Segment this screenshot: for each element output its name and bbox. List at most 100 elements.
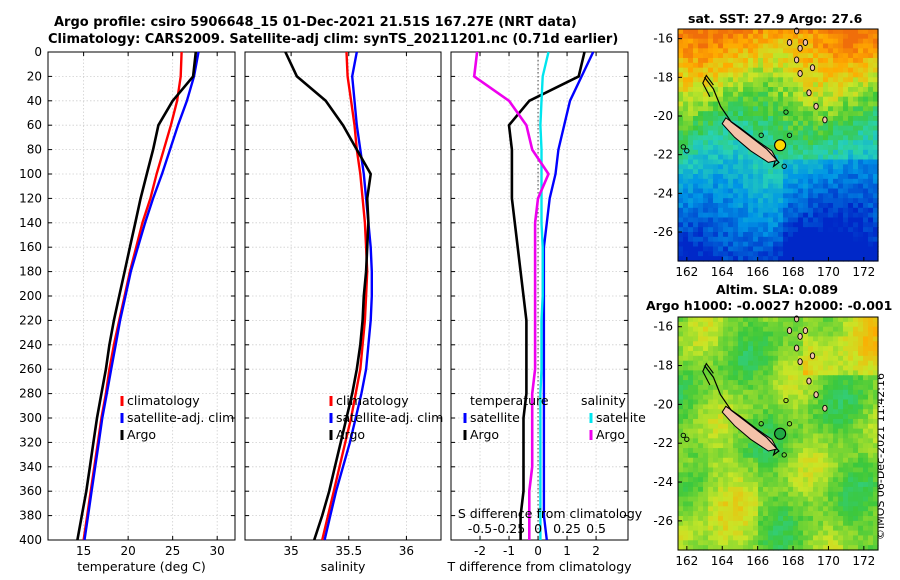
sst_map-ytick-label: -26 <box>653 225 673 239</box>
sla_map-reef <box>786 421 793 427</box>
sla_map-small-island <box>793 344 800 352</box>
sla_map-reef-outline <box>704 365 780 457</box>
sla_map-island <box>721 405 778 452</box>
sla_map-frame <box>677 316 879 551</box>
depth-tick-label: 380 <box>19 509 42 523</box>
sla_map-argo-marker <box>774 427 787 440</box>
differences-xtick-label: 2 <box>592 544 600 558</box>
sla_map-ytick-label: -24 <box>653 475 673 489</box>
sst_map-small-island <box>786 39 793 46</box>
depth-tick-label: 320 <box>19 435 42 449</box>
sst_map-reef <box>680 144 686 150</box>
depth-tick-label: 60 <box>27 118 42 132</box>
salinity-legend-label: Argo <box>336 427 365 442</box>
temperature-xlabel: temperature (deg C) <box>77 559 206 574</box>
sla_map-xtick-label: 168 <box>782 554 805 568</box>
sla-map-argo-heights: Argo h1000: -0.0027 h2000: -0.001 <box>646 298 893 313</box>
sla_map-small-island <box>797 358 803 366</box>
sst_map-small-island <box>797 70 803 77</box>
salinity-legend-label: satellite-adj. clim <box>336 410 443 425</box>
temperature-xtick-label: 30 <box>210 544 225 558</box>
temperature-xtick-label: 25 <box>165 544 180 558</box>
depth-tick-label: 300 <box>19 411 42 425</box>
salinity-xtick-label: 35.5 <box>335 544 362 558</box>
salinity-diff-tick-label: -0.5 <box>468 521 492 536</box>
legend-salinity-title: salinity <box>581 393 626 408</box>
salinity-xtick-label: 36 <box>399 544 414 558</box>
depth-tick-label: 200 <box>19 289 42 303</box>
sla-map-title: Altim. SLA: 0.089 <box>716 282 839 297</box>
sla_map-xtick-label: 170 <box>817 554 840 568</box>
legend-temperature-title: temperature <box>470 393 549 408</box>
sla_map-xtick-label: 172 <box>852 554 875 568</box>
depth-tick-label: 240 <box>19 338 42 352</box>
temperature-xtick-label: 20 <box>121 544 136 558</box>
sla_map-xtick-label: 162 <box>675 554 698 568</box>
sla_map-ytick-label: -16 <box>653 320 673 334</box>
sla_map-xtick-label: 166 <box>746 554 769 568</box>
sla_map-small-island <box>786 327 793 335</box>
salinity-xtick-label: 35 <box>283 544 298 558</box>
diff-legend-label: satellite <box>596 410 646 425</box>
sla_map-small-island <box>797 332 803 340</box>
sst_map-reef <box>684 148 690 154</box>
sst_map-ytick-label: -16 <box>653 32 673 46</box>
figure-title-line2: Climatology: CARS2009. Satellite-adj cli… <box>48 32 619 47</box>
depth-tick-label: 360 <box>19 484 42 498</box>
sst_map-xtick-label: 170 <box>817 265 840 279</box>
temperature-series-satellite-adj-clim <box>83 51 200 541</box>
sst_map-xtick-label: 166 <box>746 265 769 279</box>
salinity-diff-tick-label: 0.25 <box>553 521 581 536</box>
sst_map-reef-outline <box>704 76 780 168</box>
sla_map-small-island <box>806 377 812 385</box>
sst_map-ytick-label: -24 <box>653 186 673 200</box>
sla_map-ytick-label: -22 <box>653 436 673 450</box>
depth-tick-label: 180 <box>19 265 42 279</box>
sst_map-small-island <box>793 56 800 64</box>
salinity-diff-tick-label: 0 <box>534 521 542 536</box>
sst_map-small-island <box>809 64 816 72</box>
sla_map-small-island <box>822 404 828 412</box>
differences-xlabel: T difference from climatology <box>446 559 632 574</box>
depth-tick-label: 140 <box>19 216 42 230</box>
differences-series-salinity-satellite <box>539 51 550 540</box>
temperature-series-argo <box>76 51 198 541</box>
depth-tick-label: 160 <box>19 240 42 254</box>
depth-tick-label: 20 <box>27 69 42 83</box>
sst_map-small-island <box>806 89 812 97</box>
sla_map-reef <box>783 397 789 404</box>
figure-title-line1: Argo profile: csiro 5906648_15 01-Dec-20… <box>54 15 577 30</box>
temperature-legend-label: Argo <box>127 427 156 442</box>
differences-series-temperature-argo <box>507 51 586 540</box>
temperature-legend-label: satellite-adj. clim <box>127 410 234 425</box>
sla_map-reef-outline <box>702 362 714 386</box>
differences-xtick-label: -2 <box>474 544 486 558</box>
differences-xtick-label: -1 <box>503 544 515 558</box>
sla_map-ytick-label: -20 <box>653 397 673 411</box>
sst_map-small-island <box>822 116 828 124</box>
depth-tick-label: 280 <box>19 387 42 401</box>
depth-tick-label: 80 <box>27 143 42 157</box>
sla_map-field <box>678 317 879 551</box>
sst_map-xtick-label: 168 <box>782 265 805 279</box>
salinity-diff-tick-label: 0.5 <box>586 521 606 536</box>
sla_map-reef <box>781 452 787 458</box>
depth-tick-label: 260 <box>19 362 42 376</box>
sla_map-small-island <box>809 352 816 360</box>
sst-map-title: sat. SST: 27.9 Argo: 27.6 <box>688 11 863 26</box>
salinity-diff-axis-label: S difference from climatology <box>458 506 643 521</box>
depth-tick-label: 340 <box>19 460 42 474</box>
salinity-series-satellite-adj-clim <box>323 51 373 541</box>
sst_map-frame <box>677 28 879 262</box>
sst_map-reef <box>786 132 793 138</box>
sla_map-small-island <box>802 327 809 335</box>
sst_map-island <box>721 117 778 163</box>
salinity-series-argo <box>284 51 373 541</box>
temperature-legend-label: climatology <box>127 393 200 408</box>
depth-tick-label: 40 <box>27 94 42 108</box>
sst_map-reef-outline <box>702 74 714 97</box>
depth-tick-label: 220 <box>19 313 42 327</box>
depth-tick-label: 100 <box>19 167 42 181</box>
salinity-xlabel: salinity <box>321 559 366 574</box>
differences-xtick-label: 0 <box>534 544 542 558</box>
